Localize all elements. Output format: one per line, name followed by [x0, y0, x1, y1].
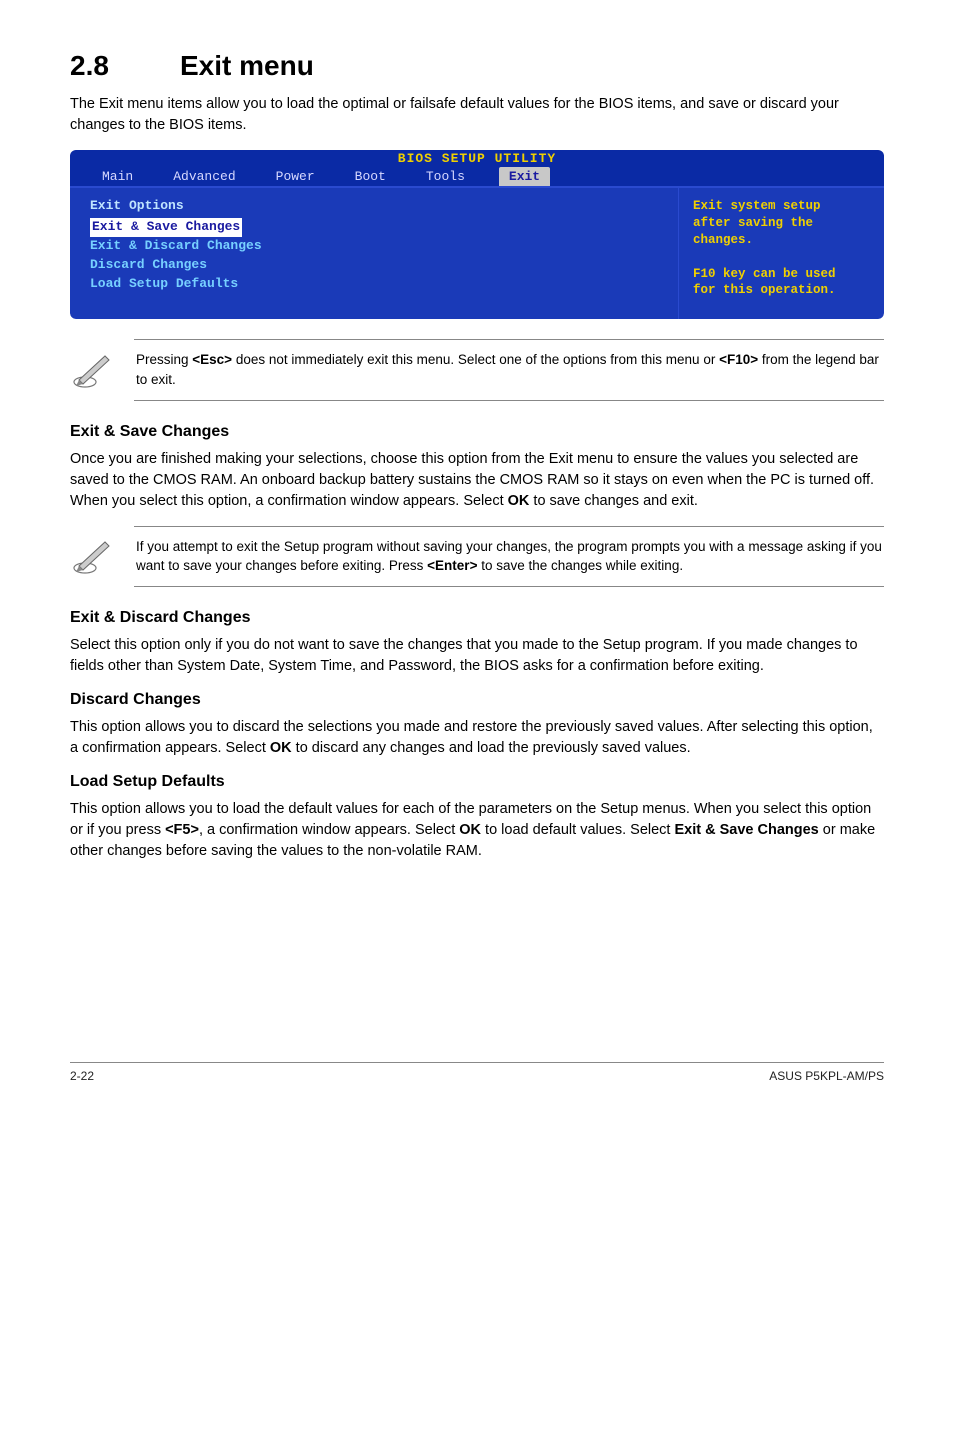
note-enter-text: If you attempt to exit the Setup program… — [136, 537, 882, 576]
body-exit-save: Once you are finished making your select… — [70, 449, 884, 512]
bios-item-load-defaults: Load Setup Defaults — [90, 275, 658, 294]
heading-exit-discard: Exit & Discard Changes — [70, 609, 884, 627]
note-enter: If you attempt to exit the Setup program… — [70, 526, 884, 587]
footer-right: ASUS P5KPL-AM/PS — [769, 1069, 884, 1083]
heading-load-defaults: Load Setup Defaults — [70, 773, 884, 791]
pencil-icon — [70, 536, 116, 576]
note-esc: Pressing <Esc> does not immediately exit… — [70, 339, 884, 400]
body-exit-discard: Select this option only if you do not wa… — [70, 635, 884, 677]
bios-tab-tools: Tools — [420, 167, 471, 186]
body-discard: This option allows you to discard the se… — [70, 717, 884, 759]
bios-left-heading: Exit Options — [90, 198, 658, 213]
note-esc-textwrap: Pressing <Esc> does not immediately exit… — [134, 339, 884, 400]
section-number: 2.8 — [70, 50, 180, 82]
bios-tab-boot: Boot — [349, 167, 392, 186]
bios-item-exit-discard: Exit & Discard Changes — [90, 237, 658, 256]
bios-item-discard: Discard Changes — [90, 256, 658, 275]
footer-left: 2-22 — [70, 1069, 94, 1083]
heading-exit-save: Exit & Save Changes — [70, 423, 884, 441]
bios-help-text: Exit system setup after saving the chang… — [693, 198, 870, 299]
body-load-defaults: This option allows you to load the defau… — [70, 799, 884, 862]
page-footer: 2-22 ASUS P5KPL-AM/PS — [70, 1062, 884, 1083]
page-title: 2.8Exit menu — [70, 50, 884, 82]
bios-item-exit-save: Exit & Save Changes — [90, 218, 242, 237]
bios-screenshot: BIOS SETUP UTILITY Main Advanced Power B… — [70, 150, 884, 319]
bios-body: Exit Options Exit & Save Changes Exit & … — [70, 186, 884, 319]
bios-tab-exit: Exit — [499, 167, 550, 186]
note-enter-textwrap: If you attempt to exit the Setup program… — [134, 526, 884, 587]
bios-right-pane: Exit system setup after saving the chang… — [679, 186, 884, 319]
bios-tab-advanced: Advanced — [167, 167, 241, 186]
heading-discard: Discard Changes — [70, 691, 884, 709]
bios-tab-main: Main — [96, 167, 139, 186]
pencil-icon — [70, 350, 116, 390]
bios-left-pane: Exit Options Exit & Save Changes Exit & … — [70, 186, 679, 319]
note-esc-text: Pressing <Esc> does not immediately exit… — [136, 350, 882, 389]
bios-title-text: BIOS SETUP UTILITY — [398, 151, 556, 166]
bios-tab-power: Power — [270, 167, 321, 186]
intro-paragraph: The Exit menu items allow you to load th… — [70, 94, 884, 136]
section-name: Exit menu — [180, 50, 314, 81]
bios-titlebar: BIOS SETUP UTILITY Main Advanced Power B… — [70, 150, 884, 186]
